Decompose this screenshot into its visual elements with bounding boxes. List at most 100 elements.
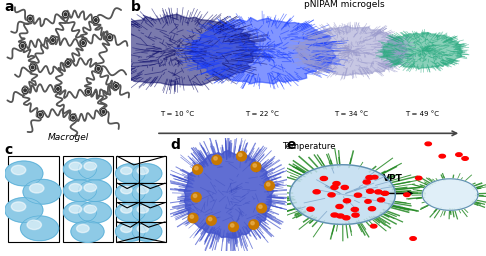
Circle shape (102, 110, 104, 113)
Circle shape (107, 34, 113, 41)
Circle shape (57, 88, 59, 90)
Circle shape (331, 185, 338, 189)
Circle shape (264, 181, 274, 190)
Text: c: c (5, 143, 13, 157)
Circle shape (382, 191, 389, 195)
Circle shape (121, 186, 132, 194)
Circle shape (456, 153, 462, 156)
Circle shape (30, 64, 35, 71)
Circle shape (207, 216, 216, 225)
Circle shape (370, 224, 377, 228)
Circle shape (191, 193, 201, 202)
Circle shape (52, 39, 54, 41)
Circle shape (404, 193, 410, 197)
Text: b: b (131, 0, 141, 14)
Text: T = 10 °C: T = 10 °C (160, 111, 194, 117)
Circle shape (116, 202, 145, 222)
Text: T = 49 °C: T = 49 °C (405, 111, 439, 117)
Circle shape (84, 184, 97, 192)
Circle shape (410, 237, 417, 240)
Text: a: a (5, 0, 15, 14)
Circle shape (78, 180, 111, 201)
Circle shape (87, 90, 89, 93)
Circle shape (193, 165, 203, 174)
Circle shape (21, 45, 24, 47)
Circle shape (307, 207, 314, 211)
Circle shape (341, 185, 348, 189)
Circle shape (228, 222, 238, 231)
Circle shape (84, 205, 97, 213)
Circle shape (121, 225, 132, 232)
Circle shape (80, 40, 86, 46)
Circle shape (55, 86, 61, 92)
Circle shape (230, 224, 234, 227)
FancyBboxPatch shape (8, 156, 58, 242)
Circle shape (365, 200, 371, 203)
Circle shape (65, 60, 71, 67)
Circle shape (64, 158, 97, 180)
Circle shape (121, 206, 132, 213)
Circle shape (337, 214, 344, 218)
Circle shape (95, 65, 102, 72)
Text: e: e (287, 138, 296, 152)
Circle shape (101, 108, 106, 115)
Circle shape (363, 180, 370, 184)
Circle shape (63, 11, 69, 18)
Text: Macrogel: Macrogel (48, 133, 88, 142)
Circle shape (93, 17, 99, 24)
Circle shape (64, 180, 97, 201)
Circle shape (416, 176, 422, 180)
Circle shape (378, 198, 384, 202)
Circle shape (37, 111, 43, 118)
Circle shape (108, 36, 111, 39)
Circle shape (266, 183, 270, 186)
Circle shape (331, 213, 338, 217)
Circle shape (97, 67, 100, 70)
Circle shape (71, 221, 104, 242)
Text: T = 34 °C: T = 34 °C (334, 111, 368, 117)
Polygon shape (383, 33, 462, 69)
Text: T = 22 °C: T = 22 °C (245, 111, 279, 117)
Circle shape (78, 201, 111, 223)
Circle shape (69, 162, 82, 170)
Circle shape (5, 198, 43, 222)
Circle shape (371, 175, 378, 179)
Circle shape (50, 37, 56, 44)
Text: VPT: VPT (383, 174, 403, 183)
Circle shape (23, 179, 61, 204)
Text: pNIPAM microgels: pNIPAM microgels (304, 0, 384, 9)
Polygon shape (96, 14, 258, 85)
Circle shape (32, 66, 34, 69)
Circle shape (95, 19, 97, 22)
Circle shape (113, 83, 119, 89)
Circle shape (208, 217, 212, 221)
Circle shape (64, 13, 67, 16)
Circle shape (336, 205, 343, 209)
Circle shape (84, 162, 97, 170)
Circle shape (30, 184, 44, 193)
Circle shape (27, 15, 33, 22)
Circle shape (69, 205, 82, 213)
Circle shape (137, 225, 148, 232)
Circle shape (72, 116, 74, 119)
Circle shape (333, 182, 340, 186)
Circle shape (328, 193, 335, 197)
Circle shape (137, 167, 148, 174)
Circle shape (193, 194, 197, 197)
Circle shape (116, 164, 145, 183)
Circle shape (249, 220, 259, 229)
FancyBboxPatch shape (116, 156, 166, 242)
Circle shape (239, 153, 242, 156)
Circle shape (11, 165, 26, 175)
Circle shape (116, 183, 145, 202)
Circle shape (116, 222, 145, 241)
Circle shape (368, 207, 376, 211)
Circle shape (375, 190, 382, 194)
Circle shape (214, 157, 217, 160)
Text: Temperature: Temperature (282, 142, 335, 151)
Circle shape (313, 190, 320, 194)
Circle shape (29, 17, 32, 20)
Circle shape (24, 89, 26, 92)
Circle shape (20, 216, 58, 241)
Circle shape (366, 176, 373, 180)
